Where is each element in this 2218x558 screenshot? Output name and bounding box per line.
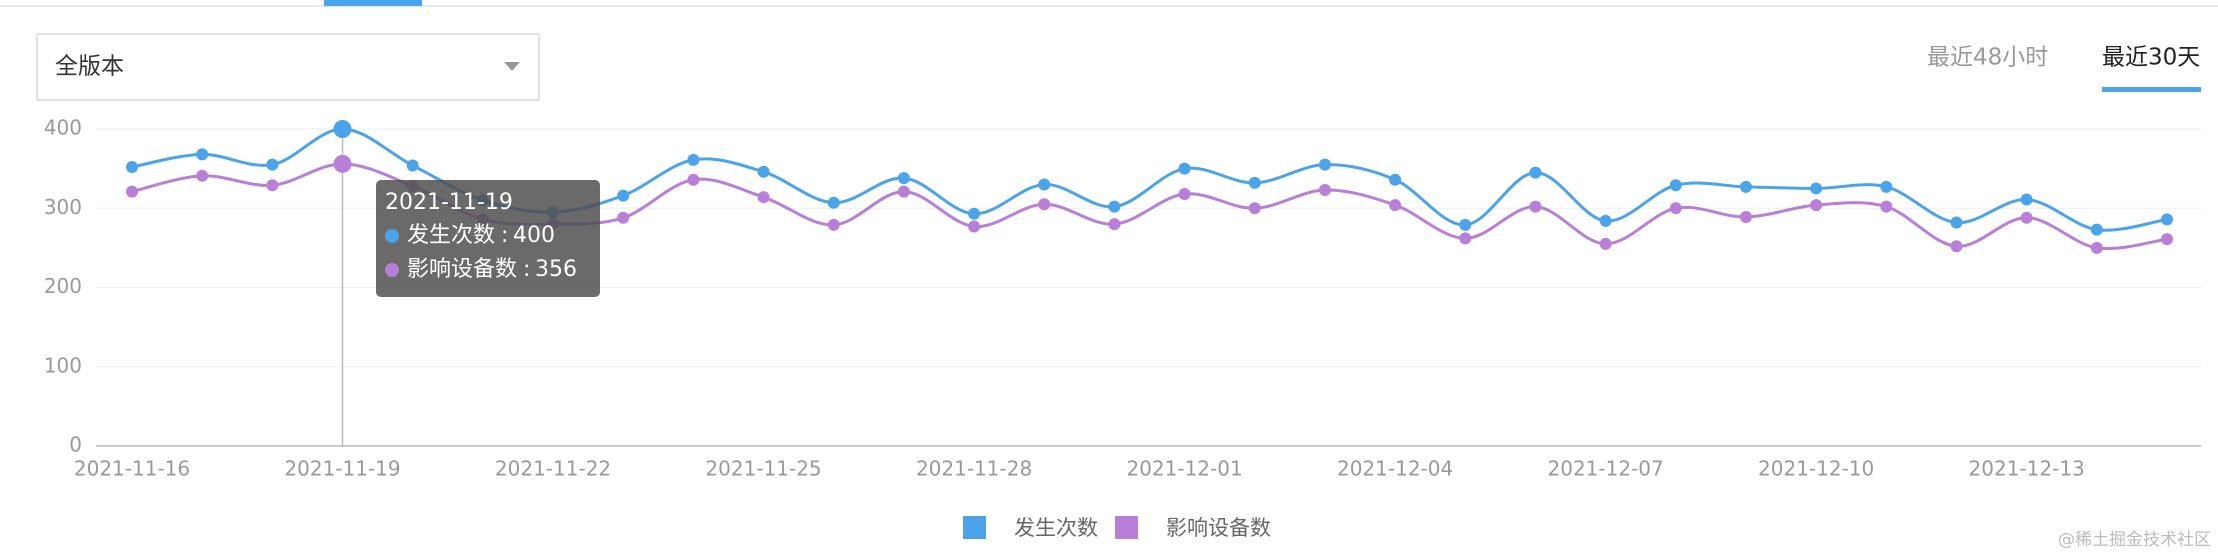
data-point: [266, 158, 279, 171]
data-point: [1529, 166, 1542, 179]
y-tick-label: 100: [44, 353, 82, 377]
data-point: [196, 148, 209, 161]
legend-swatch: [1115, 516, 1138, 539]
x-tick-label: 2021-12-01: [1126, 457, 1242, 481]
x-tick-label: 2021-12-07: [1548, 457, 1664, 481]
data-point: [1810, 199, 1823, 212]
legend-swatch: [963, 516, 986, 539]
tab-active[interactable]: 最近30天: [2102, 45, 2200, 71]
data-point: [1318, 158, 1331, 171]
data-point: [1389, 199, 1402, 212]
data-point: [2090, 223, 2103, 236]
data-point: [2161, 213, 2173, 226]
top-tab-indicator: [324, 0, 422, 6]
tooltip-separator: :: [523, 257, 530, 282]
data-point: [757, 191, 770, 204]
data-point: [1880, 200, 1893, 213]
legend-label[interactable]: 发生次数: [1014, 516, 1098, 540]
data-point: [1739, 210, 1752, 223]
data-point: [1389, 173, 1402, 186]
data-point: [333, 154, 352, 173]
data-point: [1178, 162, 1191, 175]
data-point: [2090, 241, 2103, 254]
data-point: [406, 159, 419, 172]
x-tick-label: 2021-11-19: [284, 457, 400, 481]
data-point: [1529, 200, 1542, 213]
tab[interactable]: 最近48小时: [1927, 45, 2048, 71]
data-point: [266, 179, 279, 192]
data-point: [126, 185, 138, 198]
data-point: [617, 189, 630, 202]
data-point: [1459, 232, 1472, 245]
tooltip-series-name: 影响设备数: [407, 257, 517, 282]
data-point: [897, 172, 910, 185]
data-point: [1810, 182, 1823, 195]
data-point: [968, 207, 981, 220]
data-point: [827, 218, 840, 231]
data-point: [1880, 180, 1893, 193]
data-point: [126, 161, 138, 174]
version-select-label: 全版本: [55, 54, 124, 80]
tooltip-series-name: 发生次数: [407, 223, 495, 248]
data-point: [968, 220, 981, 233]
tooltip: [376, 180, 600, 297]
data-point: [1669, 179, 1682, 192]
y-tick-label: 0: [69, 433, 82, 457]
data-point: [1599, 214, 1612, 227]
legend-label[interactable]: 影响设备数: [1166, 516, 1271, 540]
x-tick-label: 2021-11-25: [705, 457, 821, 481]
data-point: [1108, 218, 1121, 231]
data-point: [333, 120, 352, 138]
data-point: [2020, 211, 2033, 224]
data-point: [1950, 240, 1963, 253]
x-tick-label: 2021-12-10: [1758, 457, 1874, 481]
y-tick-label: 400: [44, 116, 82, 140]
data-point: [757, 165, 770, 178]
x-tick-label: 2021-11-16: [74, 457, 190, 481]
tooltip-dot: [385, 263, 399, 277]
data-point: [1669, 202, 1682, 215]
tooltip-value: 400: [513, 223, 555, 248]
data-point: [2161, 233, 2173, 246]
data-point: [1739, 180, 1752, 193]
tooltip-title: 2021-11-19: [385, 190, 513, 215]
data-point: [1459, 218, 1472, 231]
tab-underline: [2102, 87, 2201, 92]
select-arrow: [504, 62, 520, 71]
x-tick-label: 2021-11-22: [495, 457, 611, 481]
data-point: [1318, 184, 1331, 197]
data-point: [1038, 198, 1051, 211]
data-point: [1248, 202, 1261, 215]
data-point: [1108, 200, 1121, 213]
tooltip-dot: [385, 229, 399, 243]
data-point: [897, 185, 910, 198]
tooltip-separator: :: [501, 223, 508, 248]
tooltip-value: 356: [535, 257, 577, 282]
data-point: [2020, 193, 2033, 206]
y-tick-label: 200: [44, 274, 82, 298]
data-point: [687, 153, 700, 166]
data-point: [617, 211, 630, 224]
data-point: [1248, 176, 1261, 189]
y-tick-label: 300: [44, 195, 82, 219]
watermark: @稀土掘金技术社区: [2058, 530, 2211, 550]
data-point: [687, 173, 700, 186]
data-point: [1599, 237, 1612, 250]
x-tick-label: 2021-12-04: [1337, 457, 1453, 481]
data-point: [1178, 187, 1191, 200]
x-tick-label: 2021-11-28: [916, 457, 1032, 481]
data-point: [196, 169, 209, 182]
version-select[interactable]: [36, 33, 540, 101]
data-point: [827, 196, 840, 209]
x-tick-label: 2021-12-13: [1969, 457, 2085, 481]
data-point: [1950, 216, 1963, 229]
data-point: [1038, 178, 1051, 191]
